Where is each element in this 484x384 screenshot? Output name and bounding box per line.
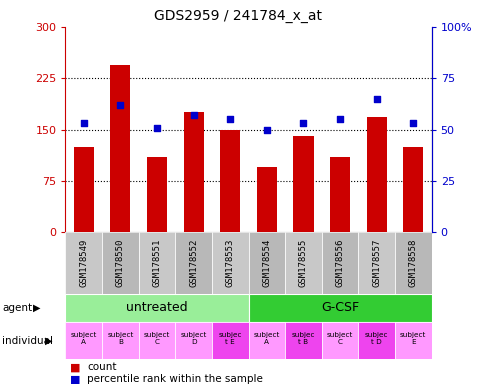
Bar <box>256 167 276 232</box>
Text: subject
A: subject A <box>253 332 279 345</box>
Bar <box>138 232 175 294</box>
Text: GSM178551: GSM178551 <box>152 239 161 287</box>
Text: ■: ■ <box>70 362 81 372</box>
Bar <box>183 113 203 232</box>
Bar <box>147 157 167 232</box>
Bar <box>293 136 313 232</box>
Text: subject
E: subject E <box>399 332 425 345</box>
Bar <box>102 322 138 359</box>
Bar <box>358 232 394 294</box>
Bar <box>394 322 431 359</box>
Point <box>116 102 124 108</box>
Point <box>299 120 307 126</box>
Text: ▶: ▶ <box>45 336 52 346</box>
Point <box>335 116 343 122</box>
Bar <box>248 322 285 359</box>
Text: subject
D: subject D <box>180 332 206 345</box>
Bar <box>394 232 431 294</box>
Bar <box>329 157 349 232</box>
Bar <box>285 322 321 359</box>
Text: ▶: ▶ <box>33 303 40 313</box>
Point <box>189 112 197 118</box>
Bar <box>220 129 240 232</box>
Point <box>262 126 270 132</box>
Bar <box>366 117 386 232</box>
Bar <box>74 147 94 232</box>
Bar <box>358 322 394 359</box>
Text: individual: individual <box>2 336 53 346</box>
Bar <box>65 294 248 322</box>
Bar <box>65 232 102 294</box>
Text: subject
C: subject C <box>144 332 170 345</box>
Bar <box>212 232 248 294</box>
Text: subjec
t E: subjec t E <box>218 332 242 345</box>
Title: GDS2959 / 241784_x_at: GDS2959 / 241784_x_at <box>153 9 321 23</box>
Text: ■: ■ <box>70 374 81 384</box>
Text: count: count <box>87 362 117 372</box>
Bar <box>402 147 423 232</box>
Text: GSM178549: GSM178549 <box>79 239 88 287</box>
Text: G-CSF: G-CSF <box>320 301 359 314</box>
Point <box>226 116 234 122</box>
Text: subjec
t B: subjec t B <box>291 332 315 345</box>
Text: GSM178556: GSM178556 <box>335 239 344 287</box>
Text: GSM178558: GSM178558 <box>408 239 417 287</box>
Text: GSM178554: GSM178554 <box>262 239 271 287</box>
Text: agent: agent <box>2 303 32 313</box>
Text: GSM178553: GSM178553 <box>225 239 234 287</box>
Text: GSM178550: GSM178550 <box>116 239 125 287</box>
Point <box>153 124 161 131</box>
Bar <box>321 322 358 359</box>
Text: untreated: untreated <box>126 301 187 314</box>
Bar <box>248 232 285 294</box>
Text: GSM178555: GSM178555 <box>298 239 307 287</box>
Bar <box>138 322 175 359</box>
Text: GSM178552: GSM178552 <box>189 239 198 287</box>
Text: subject
B: subject B <box>107 332 133 345</box>
Bar <box>65 322 102 359</box>
Text: subject
A: subject A <box>71 332 97 345</box>
Bar <box>321 232 358 294</box>
Text: GSM178557: GSM178557 <box>371 239 380 287</box>
Point <box>80 120 88 126</box>
Bar <box>175 232 212 294</box>
Point <box>408 120 416 126</box>
Point <box>372 96 380 102</box>
Bar <box>102 232 138 294</box>
Text: subjec
t D: subjec t D <box>364 332 388 345</box>
Bar <box>175 322 212 359</box>
Bar <box>110 65 130 232</box>
Text: percentile rank within the sample: percentile rank within the sample <box>87 374 263 384</box>
Bar <box>285 232 321 294</box>
Text: subject
C: subject C <box>326 332 352 345</box>
Bar <box>248 294 431 322</box>
Bar <box>212 322 248 359</box>
